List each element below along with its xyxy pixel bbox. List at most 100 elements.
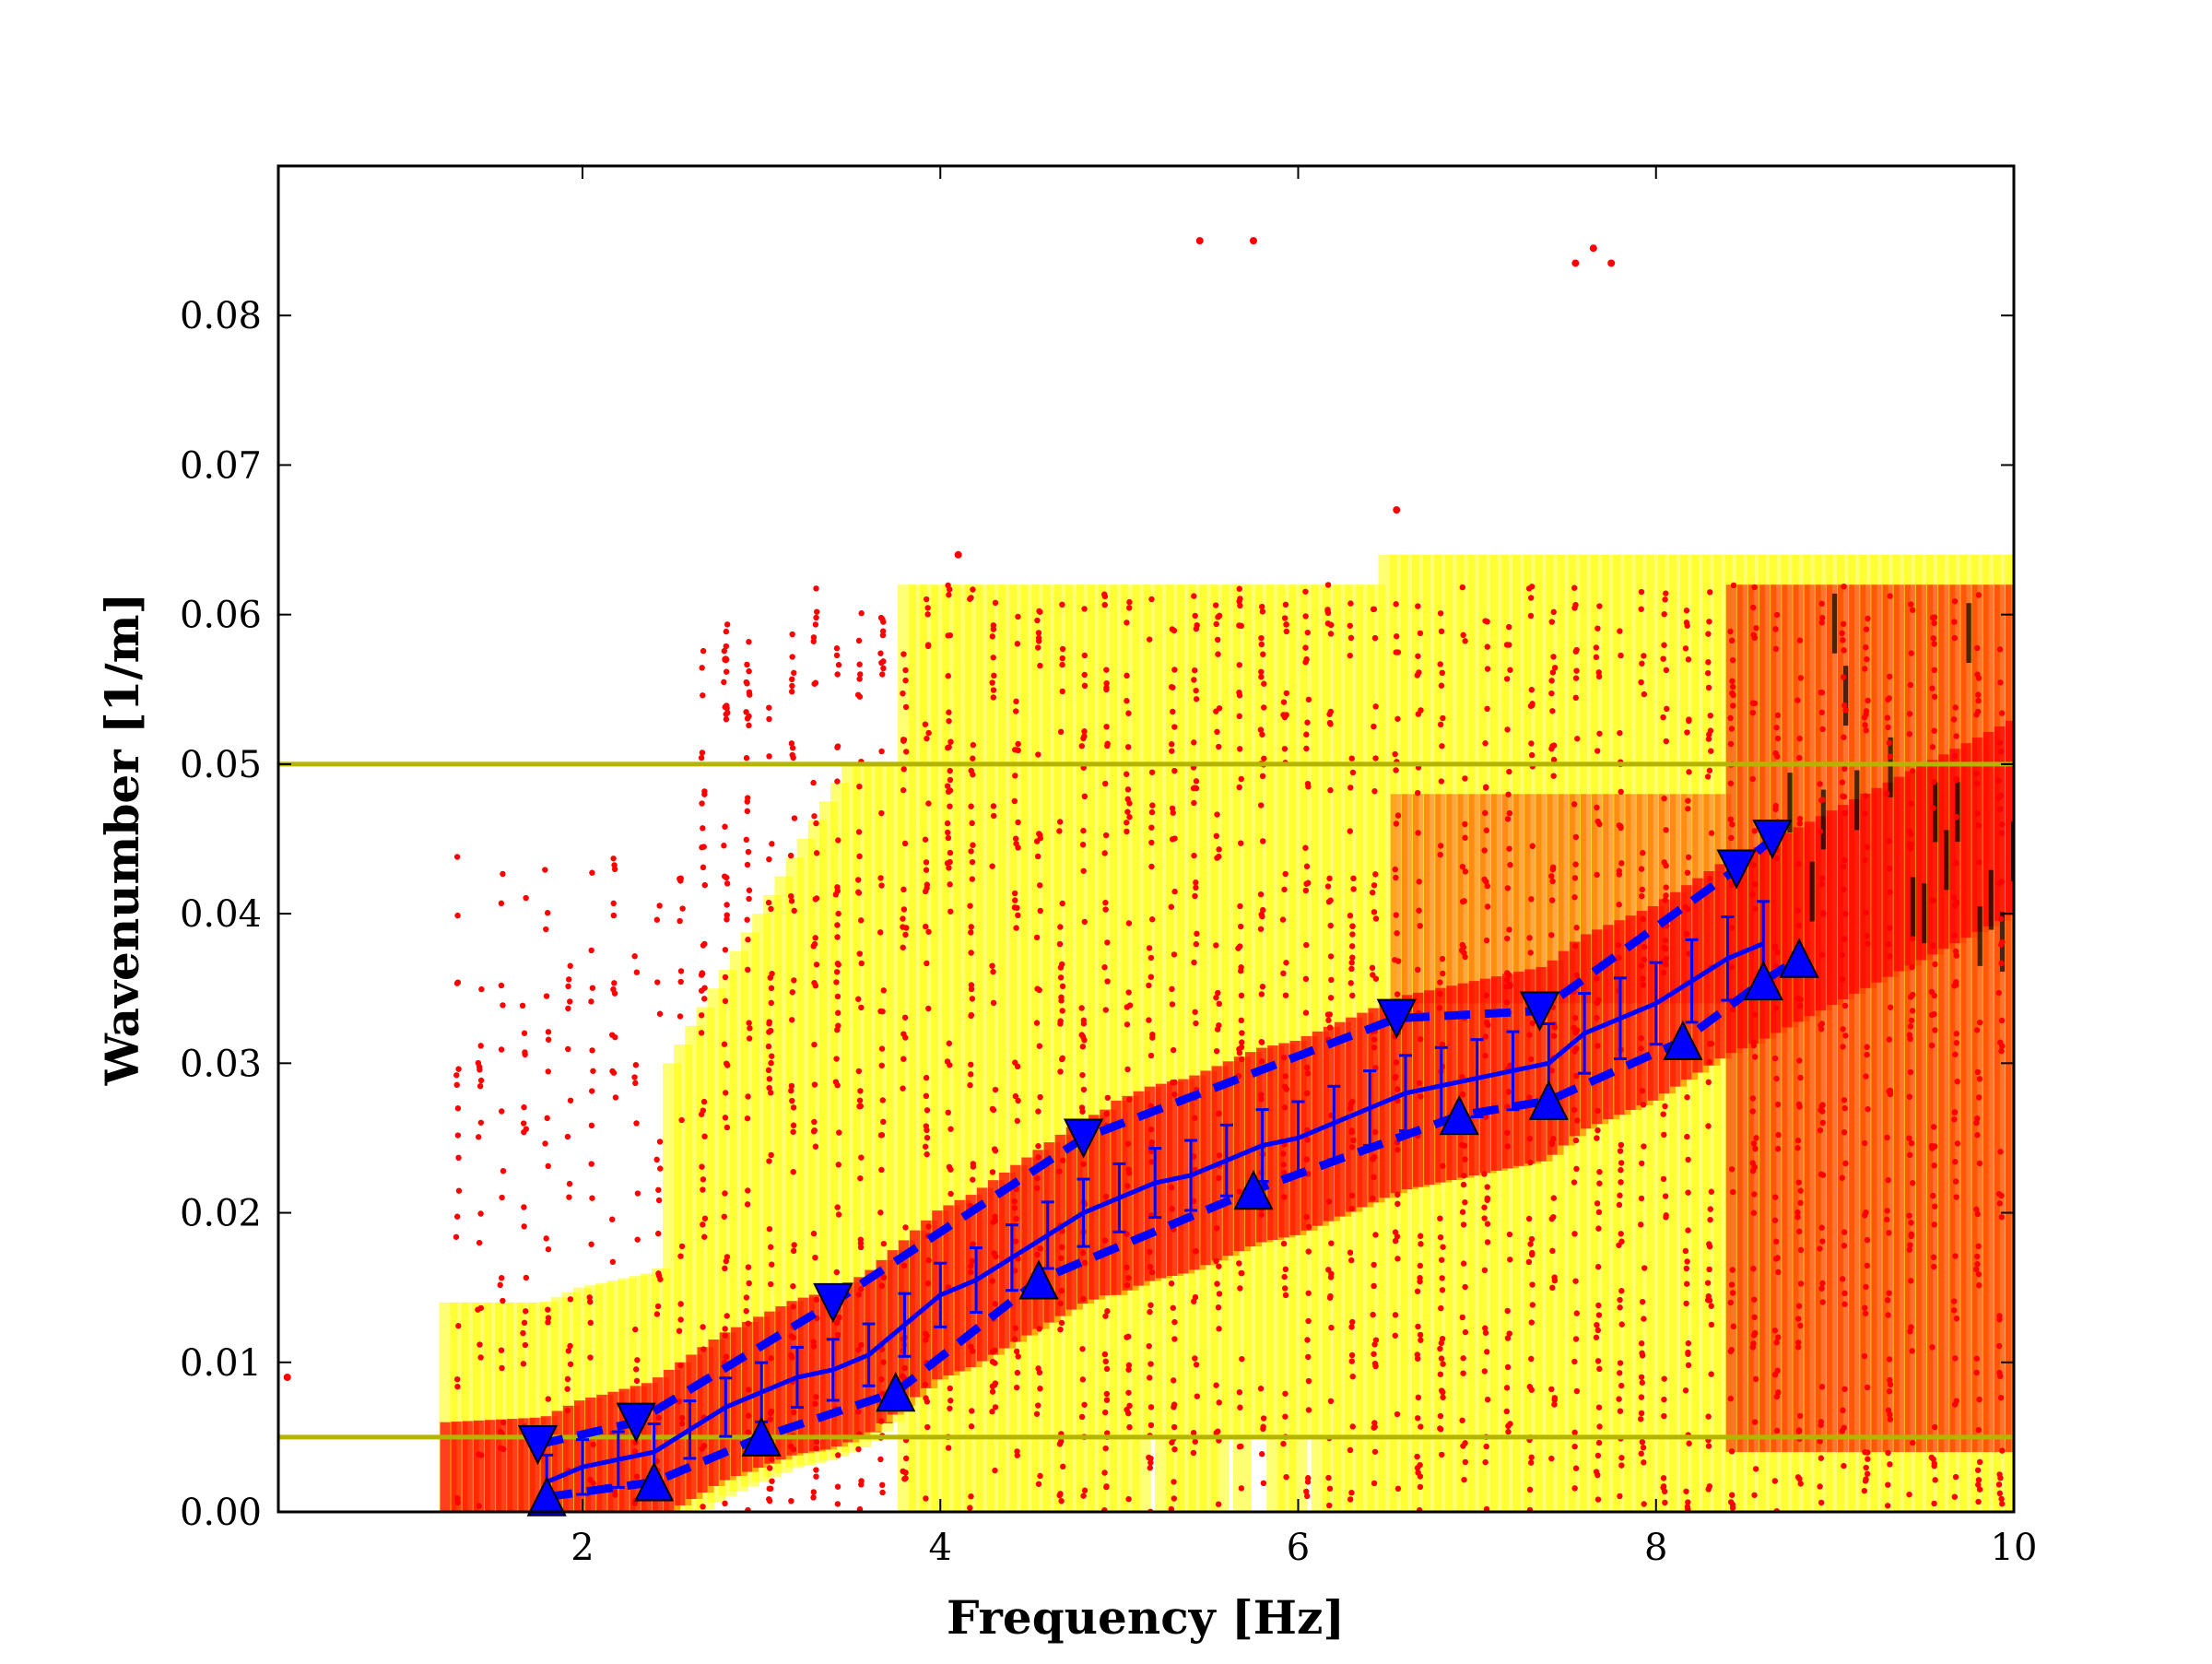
scatter-point — [1372, 1065, 1379, 1071]
plot-frame — [276, 164, 2016, 1514]
scatter-point — [1794, 907, 1801, 914]
scatter-point — [1887, 1416, 1894, 1422]
scatter-point — [1728, 834, 1735, 842]
x-axis-label: Frequency [Hz] — [947, 1590, 1345, 1645]
scatter-point — [746, 1035, 753, 1042]
scatter-point — [857, 1174, 864, 1182]
scatter-point — [968, 1343, 974, 1351]
scatter-point — [1282, 1390, 1288, 1397]
scatter-point — [923, 923, 929, 930]
scatter-point — [1796, 815, 1804, 822]
scatter-point — [1572, 1278, 1579, 1284]
scatter-point — [1885, 1176, 1891, 1184]
scatter-point — [1661, 1131, 1667, 1139]
scatter-point — [1638, 1374, 1645, 1380]
scatter-point — [901, 840, 909, 847]
scatter-point — [769, 970, 775, 977]
scatter-point — [768, 1244, 774, 1250]
scatter-point — [812, 1143, 819, 1150]
scatter-point — [1774, 753, 1781, 760]
scatter-point — [812, 1400, 818, 1407]
scatter-point — [454, 1132, 462, 1139]
scatter-point — [1704, 773, 1712, 780]
scatter-point — [1461, 1476, 1467, 1483]
scatter-point — [1861, 810, 1868, 817]
scatter-point — [1976, 1458, 1983, 1466]
scatter-point — [1529, 1302, 1536, 1308]
scatter-point — [1594, 1327, 1601, 1334]
scatter-point — [1102, 1313, 1109, 1319]
scatter-point — [522, 1341, 529, 1349]
scatter-point — [499, 1194, 505, 1201]
scatter-point — [900, 1373, 906, 1380]
scatter-point — [992, 1148, 999, 1154]
scatter-point — [521, 1223, 527, 1230]
scatter-point — [791, 815, 798, 821]
scatter-point — [1953, 733, 1959, 739]
scatter-point — [1817, 828, 1824, 835]
scatter-point — [1684, 1504, 1691, 1510]
scatter-point — [1639, 1088, 1646, 1094]
scatter-point — [1350, 875, 1357, 882]
scatter-point — [655, 1270, 662, 1277]
scatter-point — [1931, 1162, 1937, 1169]
scatter-point — [901, 1014, 909, 1021]
scatter-point — [455, 1154, 462, 1162]
scatter-point — [454, 912, 461, 919]
scatter-point — [1639, 886, 1645, 893]
scatter-point — [1124, 1140, 1132, 1147]
scatter-point — [1259, 773, 1266, 780]
scatter-point — [1460, 944, 1467, 950]
scatter-point — [1191, 799, 1197, 807]
scatter-point — [1997, 679, 2004, 686]
scatter-point — [1347, 600, 1354, 607]
scatter-point — [1908, 1220, 1914, 1226]
scatter-point — [1437, 979, 1443, 985]
scatter-point — [1908, 1139, 1915, 1147]
scatter-point — [924, 1134, 931, 1141]
scatter-point — [1727, 816, 1735, 823]
scatter-point — [1884, 1297, 1891, 1304]
scatter-point — [1462, 1156, 1468, 1162]
scatter-point — [1013, 698, 1019, 705]
scatter-point — [1257, 802, 1265, 808]
scatter-point — [1239, 1030, 1245, 1036]
scatter-point — [723, 1257, 730, 1265]
scatter-point — [1908, 1278, 1914, 1284]
scatter-point — [992, 1360, 998, 1366]
scatter-point — [611, 862, 618, 868]
scatter-point — [768, 1280, 774, 1288]
scatter-point — [1236, 784, 1242, 791]
scatter-point — [1616, 902, 1622, 908]
scatter-point — [947, 631, 954, 639]
scatter-point — [969, 1408, 975, 1414]
scatter-point — [1193, 687, 1199, 694]
scatter-point — [1572, 694, 1579, 702]
scatter-point — [902, 1469, 909, 1476]
scatter-point — [1663, 862, 1669, 869]
scatter-point — [722, 1265, 728, 1272]
scatter-point — [1865, 1105, 1871, 1113]
scatter-point — [1863, 1283, 1869, 1291]
scatter-point — [655, 1197, 663, 1204]
scatter-point — [746, 689, 753, 696]
scatter-point — [1817, 1127, 1824, 1134]
scatter-point — [698, 754, 705, 761]
scatter-point — [1347, 828, 1353, 834]
scatter-point — [722, 1115, 729, 1121]
scatter-point — [745, 795, 751, 801]
scatter-point — [700, 1324, 706, 1330]
scatter-point — [1481, 1204, 1488, 1210]
scatter-point — [1461, 950, 1467, 956]
scatter-point — [1617, 1370, 1623, 1376]
scatter-point — [1078, 1005, 1085, 1011]
scatter-point — [1415, 1415, 1421, 1422]
scatter-point — [453, 1213, 461, 1220]
scatter-point — [498, 1275, 505, 1281]
scatter-point — [1035, 1154, 1041, 1161]
scatter-point — [946, 709, 952, 715]
scatter-point — [1863, 1464, 1869, 1471]
scatter-point — [1841, 793, 1848, 800]
scatter-point — [1281, 1054, 1288, 1061]
scatter-point — [1684, 729, 1690, 736]
